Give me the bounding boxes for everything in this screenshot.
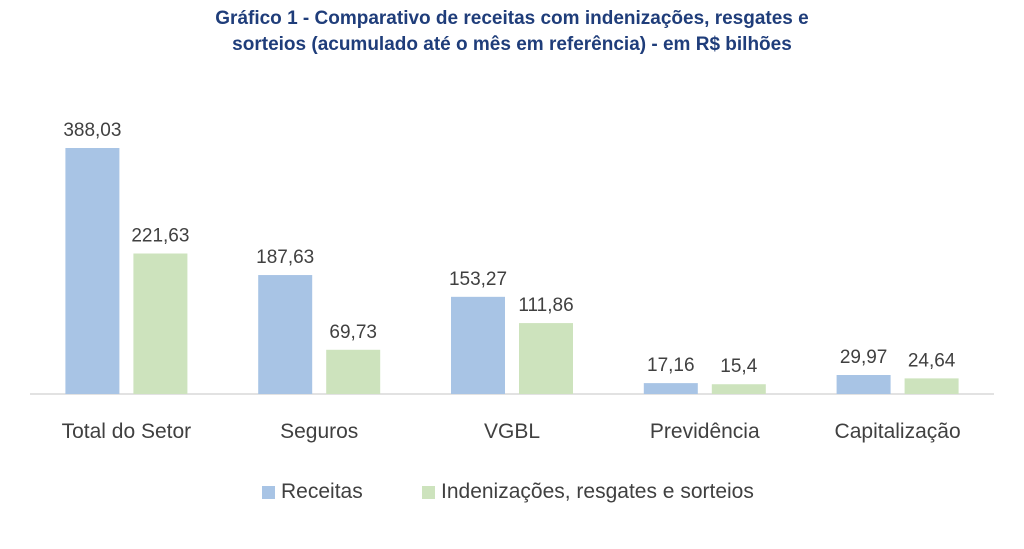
category-label: VGBL (484, 420, 540, 443)
chart-title-line-2: sorteios (acumulado até o mês em referên… (232, 34, 792, 55)
legend-label: Indenizações, resgates e sorteios (441, 480, 754, 503)
bar (836, 374, 891, 394)
data-label: 221,63 (131, 225, 189, 246)
bar (326, 349, 381, 394)
legend-swatch (422, 486, 435, 499)
legend-swatch (262, 486, 275, 499)
data-label: 69,73 (329, 322, 377, 343)
bar (451, 296, 505, 394)
bar (519, 323, 573, 394)
chart-title: Gráfico 1 - Comparativo de receitas com … (0, 6, 1024, 58)
category-label: Total do Setor (62, 420, 192, 443)
data-label: 153,27 (449, 269, 507, 290)
category-label: Previdência (650, 420, 760, 443)
category-label: Seguros (280, 420, 358, 443)
category-label: Capitalização (835, 420, 961, 443)
legend-label: Receitas (281, 480, 363, 503)
bar (904, 378, 959, 394)
bar (711, 384, 766, 394)
data-label: 388,03 (63, 120, 121, 141)
data-label: 17,16 (647, 355, 695, 376)
data-label: 15,4 (720, 356, 757, 377)
bar (65, 148, 120, 394)
bar (643, 383, 698, 394)
bar (258, 275, 313, 394)
bar (133, 253, 188, 394)
data-label: 187,63 (256, 247, 314, 268)
data-label: 24,64 (908, 350, 956, 371)
chart-title-line-1: Gráfico 1 - Comparativo de receitas com … (215, 8, 809, 29)
data-label: 111,86 (518, 295, 573, 316)
data-label: 29,97 (840, 347, 888, 368)
